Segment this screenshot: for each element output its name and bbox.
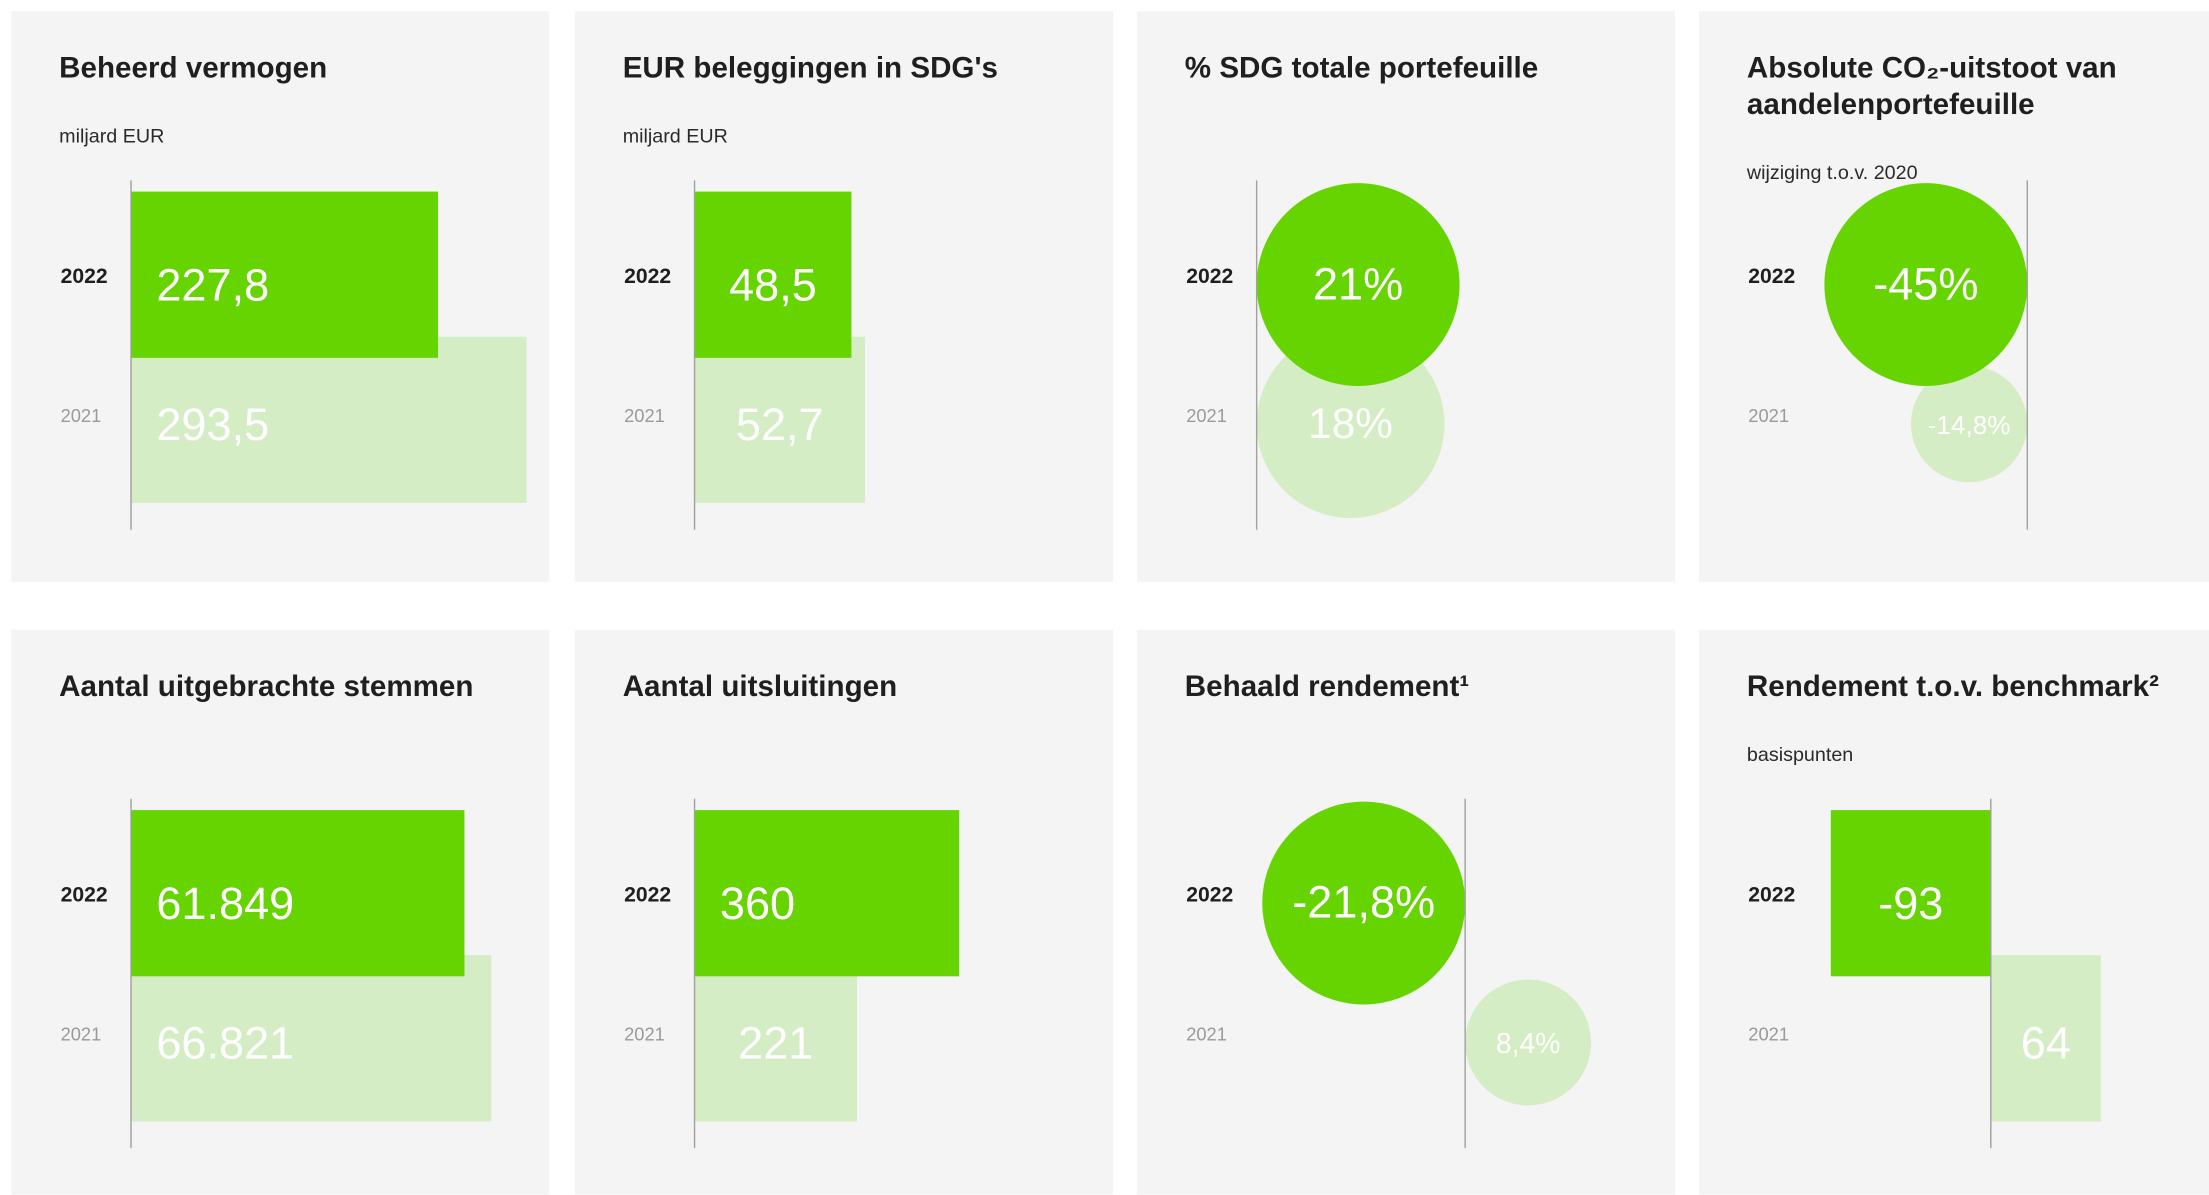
value-label: 221 (738, 1018, 813, 1069)
bar (131, 955, 492, 1122)
chart: 2022 2021 52,7 48,5 (624, 180, 866, 530)
panel-header: Beheerd vermogen miljard EUR (59, 51, 538, 147)
bar (131, 191, 439, 358)
year-label: 2021 (61, 1023, 102, 1044)
value-label: -21,8% (1292, 877, 1435, 928)
panel-header: Absolute CO₂-uitstoot van aandelenportef… (1747, 51, 2209, 183)
bubble (1256, 183, 1460, 387)
year-label: 2021 (624, 405, 665, 426)
value-label: 18% (1308, 400, 1393, 447)
year-label: 2022 (1186, 265, 1233, 288)
chart: 2022 2021 64 -93 (1748, 798, 2101, 1149)
panel-header: Aantal uitsluitingen (623, 669, 1102, 706)
year-label: 2021 (1748, 1023, 1789, 1044)
bubble (1262, 801, 1466, 1005)
year-label: 2022 (61, 265, 108, 288)
value-label: 227,8 (156, 260, 269, 311)
chart: 2022 2021 221 360 (624, 798, 960, 1149)
panel: Aantal uitgebrachte stemmen 2022 2021 66.82… (11, 629, 550, 1195)
value-label: 360 (720, 878, 795, 929)
chart: 2022 2021 18% 21% (1186, 180, 1460, 530)
value-label: 8,4% (1496, 1028, 1561, 1060)
year-label: 2021 (1186, 1023, 1227, 1044)
year-label: 2022 (1186, 884, 1233, 907)
panel-title: Aantal uitgebrachte stemmen (59, 670, 474, 703)
bubble (1465, 979, 1592, 1106)
panel-header: EUR beleggingen in SDG's miljard EUR (623, 51, 1102, 147)
value-label: 66.821 (156, 1018, 294, 1069)
panel: Rendement t.o.v. benchmark² basispunten 20… (1699, 629, 2209, 1195)
panel-subtitle: basispunten (1746, 742, 1854, 765)
year-label: 2022 (624, 265, 671, 288)
chart: 2022 2021 293,5 227,8 (61, 180, 527, 530)
panel: Aantal uitsluitingen 2022 2021 221 360 (574, 629, 1113, 1195)
panel-subtitle: wijziging t.o.v. 2020 (1746, 160, 1918, 184)
panel-title: EUR beleggingen in SDG's (622, 52, 998, 85)
year-label: 2021 (61, 405, 102, 426)
bar (1990, 955, 2101, 1122)
value-label: -45% (1873, 258, 1978, 309)
panel-header: % SDG totale portefeuille (1185, 51, 1664, 88)
value-label: 64 (2021, 1018, 2071, 1069)
panel: Beheerd vermogen miljard EUR 2022 2021 293,5… (11, 11, 550, 582)
bar (1830, 810, 1991, 977)
year-label: 2022 (1748, 884, 1795, 907)
value-label: -93 (1878, 878, 1943, 929)
panel-subtitle: miljard EUR (622, 123, 728, 147)
year-label: 2022 (1748, 265, 1795, 288)
panel-title: % SDG totale portefeuille (1184, 52, 1539, 85)
bubble (1910, 365, 2028, 483)
value-label: 293,5 (156, 399, 269, 450)
value-label: 52,7 (736, 399, 824, 450)
panel-title: Absolute CO₂-uitstoot van aandelenportef… (1746, 52, 2117, 122)
bar (131, 810, 465, 977)
panel-header: Rendement t.o.v. benchmark² basispunten (1747, 669, 2209, 765)
year-label: 2021 (1186, 405, 1227, 426)
panel-header: Aantal uitgebrachte stemmen (59, 669, 538, 706)
year-label: 2021 (624, 1023, 665, 1044)
year-label: 2021 (1748, 405, 1789, 426)
bubble (1824, 183, 2028, 387)
panel: Behaald rendement¹ 2022 2021 8,4% -21,8% (1136, 629, 1676, 1195)
bar (131, 336, 527, 503)
year-label: 2022 (61, 884, 108, 907)
panel: % SDG totale portefeuille 2022 2021 18% 21% (1136, 11, 1676, 582)
panel: Absolute CO₂-uitstoot van aandelenportef… (1699, 11, 2209, 582)
year-label: 2022 (624, 884, 671, 907)
value-label: 48,5 (729, 260, 817, 311)
panel-title: Behaald rendement¹ (1184, 670, 1470, 703)
bar (694, 191, 852, 358)
panel-title: Aantal uitsluitingen (622, 670, 898, 703)
value-label: 21% (1313, 258, 1403, 309)
panel-subtitle: miljard EUR (59, 123, 165, 147)
bar (694, 955, 858, 1122)
panel-header: Behaald rendement¹ (1185, 669, 1664, 706)
panel-title: Rendement t.o.v. benchmark² (1746, 670, 2160, 703)
chart: 2022 2021 8,4% -21,8% (1186, 798, 1592, 1149)
panel-title: Beheerd vermogen (59, 52, 328, 85)
chart: 2022 2021 -14,8% -45% (1748, 180, 2028, 530)
bar (694, 810, 960, 977)
chart: 2022 2021 66.821 61.849 (61, 798, 492, 1149)
value-label: -14,8% (1928, 410, 2011, 440)
panel: EUR beleggingen in SDG's miljard EUR 2022 2… (574, 11, 1113, 582)
value-label: 61.849 (156, 878, 294, 929)
bar (694, 336, 866, 503)
